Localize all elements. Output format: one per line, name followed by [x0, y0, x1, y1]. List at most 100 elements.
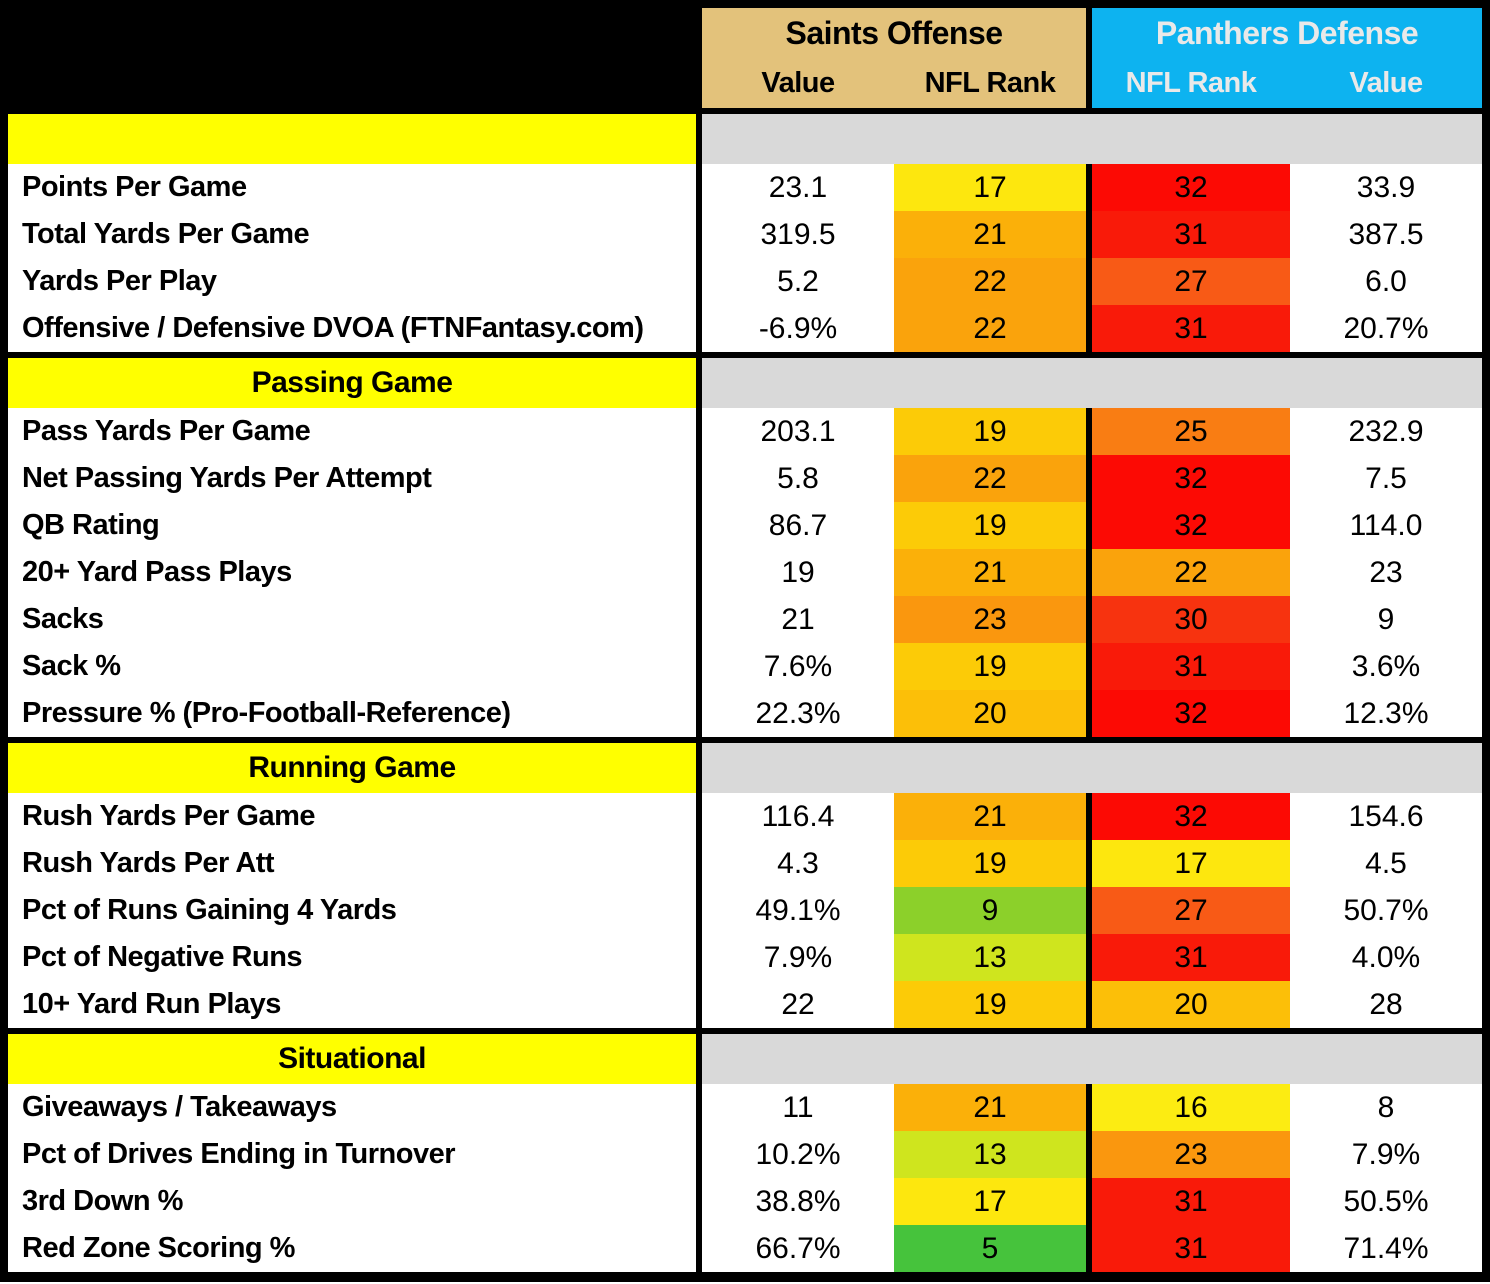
offense-value-cell: 21 — [702, 596, 894, 643]
table-row: Sack % 7.6% 19 31 3.6% — [8, 643, 1482, 690]
table-row: Yards Per Play 5.2 22 27 6.0 — [8, 258, 1482, 305]
center-divider — [1086, 305, 1092, 352]
offense-rank-cell: 22 — [894, 305, 1086, 352]
offense-rank-cell: 20 — [894, 690, 1086, 737]
defense-rank-cell: 31 — [1092, 934, 1290, 981]
table-row: Pass Yards Per Game 203.1 19 25 232.9 — [8, 408, 1482, 455]
offense-rank-cell: 19 — [894, 502, 1086, 549]
grid-divider — [696, 502, 702, 549]
offense-rank-cell: 13 — [894, 1131, 1086, 1178]
defense-rank-cell: 22 — [1092, 549, 1290, 596]
stat-label: Pass Yards Per Game — [8, 408, 696, 455]
defense-rank-cell: 27 — [1092, 887, 1290, 934]
table-body: Points Per Game 23.1 17 32 33.9 Total Yards P… — [8, 108, 1482, 1272]
offense-value-cell: 7.6% — [702, 643, 894, 690]
section-divider-line — [8, 108, 1482, 114]
defense-value-cell: 3.6% — [1290, 643, 1482, 690]
offense-rank-cell: 21 — [894, 1084, 1086, 1131]
offense-value-cell: 22 — [702, 981, 894, 1028]
stat-label: Net Passing Yards Per Attempt — [8, 455, 696, 502]
defense-value-cell: 387.5 — [1290, 211, 1482, 258]
center-divider — [1086, 502, 1092, 549]
offense-rank-cell: 19 — [894, 840, 1086, 887]
offense-value-cell: 4.3 — [702, 840, 894, 887]
defense-rank-cell: 23 — [1092, 1131, 1290, 1178]
center-divider — [1086, 887, 1092, 934]
table-row: 10+ Yard Run Plays 22 19 20 28 — [8, 981, 1482, 1028]
table-row: Points Per Game 23.1 17 32 33.9 — [8, 164, 1482, 211]
stat-label: Pressure % (Pro-Football-Reference) — [8, 690, 696, 737]
saints-offense-header-group: Saints Offense Value NFL Rank — [702, 8, 1086, 108]
grid-divider — [696, 840, 702, 887]
panthers-defense-title: Panthers Defense — [1155, 14, 1419, 51]
offense-rank-cell: 22 — [894, 258, 1086, 305]
grid-divider — [696, 793, 702, 840]
stat-label: Pct of Runs Gaining 4 Yards — [8, 887, 696, 934]
offense-value-cell: 116.4 — [702, 793, 894, 840]
stat-label: 10+ Yard Run Plays — [8, 981, 696, 1028]
offense-rank-cell: 13 — [894, 934, 1086, 981]
grid-divider — [696, 934, 702, 981]
defense-value-cell: 7.9% — [1290, 1131, 1482, 1178]
offense-value-cell: -6.9% — [702, 305, 894, 352]
stat-label: Yards Per Play — [8, 258, 696, 305]
grid-divider — [696, 643, 702, 690]
stat-label: Sacks — [8, 596, 696, 643]
grid-divider — [696, 1034, 702, 1084]
saints-value-column-header: Value — [761, 66, 835, 99]
stat-label: Offensive / Defensive DVOA (FTNFantasy.c… — [8, 305, 696, 352]
center-divider — [1086, 455, 1092, 502]
offense-rank-cell: 17 — [894, 164, 1086, 211]
saints-nfl-rank-column-header: NFL Rank — [924, 66, 1056, 99]
stat-label: Total Yards Per Game — [8, 211, 696, 258]
header-corner — [8, 8, 702, 108]
stat-label: Pct of Drives Ending in Turnover — [8, 1131, 696, 1178]
offense-value-cell: 23.1 — [702, 164, 894, 211]
defense-rank-cell: 32 — [1092, 690, 1290, 737]
center-divider — [1086, 408, 1092, 455]
defense-rank-cell: 32 — [1092, 455, 1290, 502]
section-header-row: Running Game — [8, 743, 1482, 793]
stat-label: Red Zone Scoring % — [8, 1225, 696, 1272]
offense-value-cell: 203.1 — [702, 408, 894, 455]
grid-divider — [696, 596, 702, 643]
offense-value-cell: 5.8 — [702, 455, 894, 502]
defense-rank-cell: 16 — [1092, 1084, 1290, 1131]
grid-divider — [696, 305, 702, 352]
table-row: Sacks 21 23 30 9 — [8, 596, 1482, 643]
defense-value-cell: 4.5 — [1290, 840, 1482, 887]
defense-rank-cell: 32 — [1092, 502, 1290, 549]
header-center-divider — [1086, 8, 1092, 108]
saints-subheader-row: Value NFL Rank — [702, 58, 1086, 108]
stat-label: Sack % — [8, 643, 696, 690]
defense-rank-cell: 32 — [1092, 793, 1290, 840]
center-divider — [1086, 549, 1092, 596]
defense-value-cell: 4.0% — [1290, 934, 1482, 981]
defense-value-cell: 114.0 — [1290, 502, 1482, 549]
stat-label: Rush Yards Per Att — [8, 840, 696, 887]
stat-label: Rush Yards Per Game — [8, 793, 696, 840]
defense-value-cell: 28 — [1290, 981, 1482, 1028]
offense-rank-cell: 17 — [894, 1178, 1086, 1225]
center-divider — [1086, 1131, 1092, 1178]
center-divider — [1086, 596, 1092, 643]
stat-label: Giveaways / Takeaways — [8, 1084, 696, 1131]
saints-offense-title: Saints Offense — [785, 14, 1003, 51]
defense-rank-cell: 27 — [1092, 258, 1290, 305]
table-row: Net Passing Yards Per Attempt 5.8 22 32 7.5 — [8, 455, 1482, 502]
section-divider-line — [8, 1028, 1482, 1034]
center-divider — [1086, 840, 1092, 887]
defense-rank-cell: 20 — [1092, 981, 1290, 1028]
table-row: QB Rating 86.7 19 32 114.0 — [8, 502, 1482, 549]
grid-divider — [696, 114, 702, 164]
defense-value-cell: 23 — [1290, 549, 1482, 596]
stat-label: Points Per Game — [8, 164, 696, 211]
section-divider-line — [8, 737, 1482, 743]
center-divider — [1086, 164, 1092, 211]
center-divider — [1086, 258, 1092, 305]
defense-rank-cell: 31 — [1092, 1225, 1290, 1272]
defense-value-cell: 9 — [1290, 596, 1482, 643]
defense-value-cell: 50.7% — [1290, 887, 1482, 934]
panthers-nfl-rank-column-header: NFL Rank — [1125, 66, 1257, 99]
